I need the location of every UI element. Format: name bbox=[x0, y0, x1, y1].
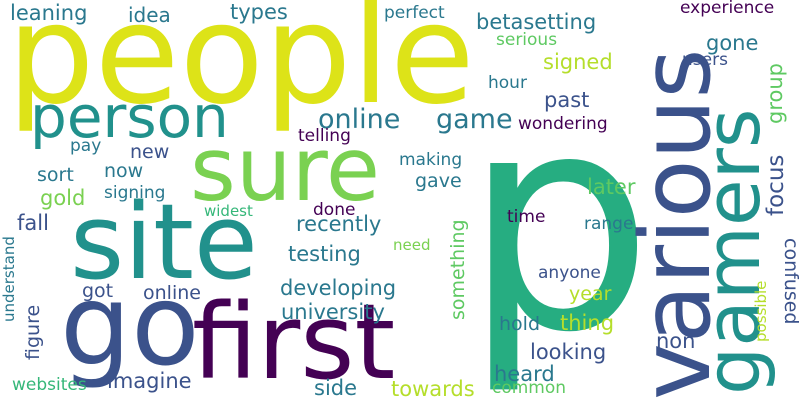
word-done: done bbox=[313, 200, 356, 220]
word-figure: figure bbox=[22, 304, 44, 360]
word-gave: gave bbox=[415, 170, 462, 192]
word-side: side bbox=[314, 376, 358, 400]
word-gamers: gamers bbox=[688, 108, 777, 395]
word-got: got bbox=[82, 280, 114, 302]
word-university: university bbox=[281, 300, 385, 324]
word-p: p bbox=[463, 49, 654, 398]
word-common: common bbox=[492, 378, 567, 398]
word-websites: websites bbox=[12, 375, 87, 395]
word-past: past bbox=[544, 88, 590, 112]
word-something: something bbox=[447, 219, 469, 320]
word-experience: experience bbox=[680, 0, 775, 18]
word-types: types bbox=[230, 0, 288, 24]
word-person: person bbox=[30, 83, 229, 151]
word-people: people bbox=[7, 0, 475, 135]
word-first: first bbox=[192, 281, 396, 400]
word-users: users bbox=[682, 50, 728, 70]
word-now: now bbox=[104, 160, 144, 182]
word-heard: heard bbox=[494, 362, 555, 386]
word-focus: focus bbox=[763, 154, 789, 216]
word-non: non bbox=[656, 329, 696, 353]
word-new: new bbox=[130, 141, 170, 163]
word-pay: pay bbox=[70, 136, 102, 156]
word-later: later bbox=[587, 175, 636, 199]
word-group: group bbox=[763, 63, 787, 124]
word-hour: hour bbox=[488, 73, 527, 93]
word-online: online bbox=[318, 104, 401, 135]
word-time: time bbox=[507, 207, 546, 227]
word-online-2: online bbox=[143, 282, 201, 304]
word-testing: testing bbox=[288, 242, 361, 266]
word-leaning: leaning bbox=[10, 1, 88, 25]
word-idea: idea bbox=[128, 3, 171, 27]
word-imagine: imagine bbox=[107, 369, 192, 393]
word-making: making bbox=[399, 150, 463, 170]
word-site: site bbox=[70, 181, 258, 303]
word-developing: developing bbox=[280, 276, 397, 300]
word-fall: fall bbox=[17, 211, 49, 235]
word-thing: thing bbox=[560, 311, 615, 335]
word-anyone: anyone bbox=[538, 263, 601, 283]
word-signed: signed bbox=[543, 50, 613, 74]
word-signing: signing bbox=[104, 183, 166, 203]
word-widest: widest bbox=[204, 202, 253, 220]
word-need: need bbox=[393, 236, 431, 254]
word-go: go bbox=[60, 261, 200, 391]
word-possible: possible bbox=[752, 280, 770, 342]
word-looking: looking bbox=[530, 340, 607, 364]
word-range: range bbox=[584, 214, 634, 234]
word-wondering: wondering bbox=[518, 114, 608, 134]
word-perfect: perfect bbox=[384, 3, 445, 23]
word-hold: hold bbox=[499, 313, 541, 335]
word-sure: sure bbox=[190, 118, 381, 221]
word-recently: recently bbox=[296, 212, 382, 236]
word-gone: gone bbox=[706, 31, 759, 55]
word-gold: gold bbox=[40, 186, 86, 210]
word-serious: serious bbox=[496, 30, 558, 50]
word-understand: understand bbox=[0, 236, 18, 322]
word-betasetting: betasetting bbox=[476, 10, 597, 34]
word-sort: sort bbox=[37, 164, 74, 186]
word-towards: towards bbox=[391, 377, 475, 400]
word-confused: confused bbox=[780, 238, 800, 325]
word-year: year bbox=[569, 283, 612, 305]
word-game: game bbox=[436, 104, 513, 135]
word-telling: telling bbox=[298, 126, 351, 146]
